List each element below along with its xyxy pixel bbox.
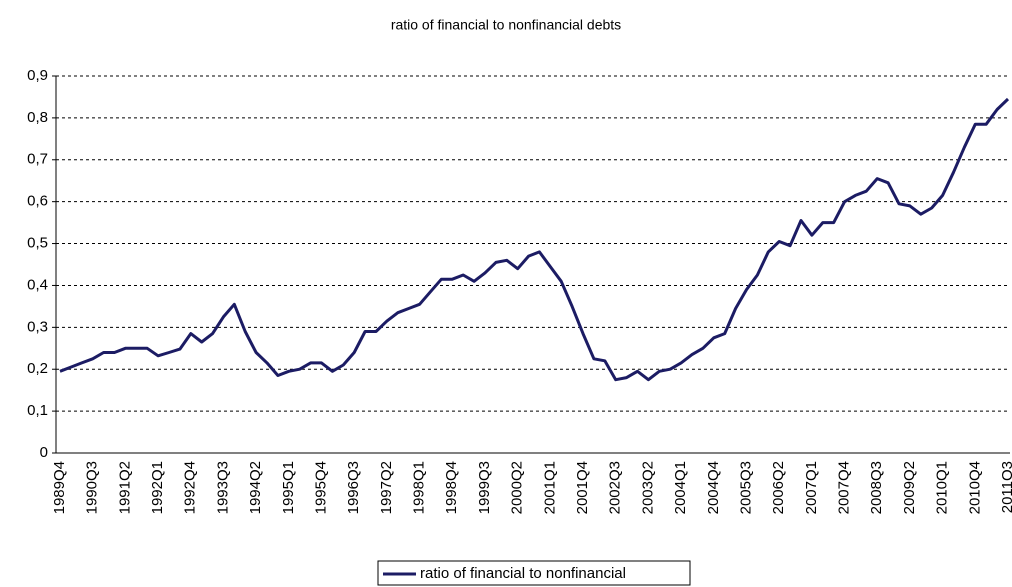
x-tick-label: 1992Q1 [149, 461, 166, 514]
x-tick-label: 2004Q4 [705, 461, 722, 514]
x-tick-label: 1993Q3 [214, 461, 231, 514]
y-tick-label: 0,3 [27, 318, 48, 335]
x-tick-label: 1997Q2 [378, 461, 395, 514]
x-tick-label: 1995Q4 [312, 461, 329, 514]
y-tick-label: 0,5 [27, 235, 48, 252]
y-tick-label: 0 [40, 444, 48, 461]
y-tick-label: 0,9 [27, 67, 48, 84]
y-tick-label: 0,2 [27, 360, 48, 377]
data-line [59, 97, 1010, 382]
y-tick-label: 0,6 [27, 193, 48, 210]
x-tick-label: 2010Q1 [934, 461, 951, 514]
x-tick-label: 1996Q3 [345, 461, 362, 514]
x-tick-label: 2003Q2 [639, 461, 656, 514]
x-tick-label: 2008Q3 [868, 461, 885, 514]
legend-label: ratio of financial to nonfinancial [420, 565, 626, 582]
x-tick-label: 1998Q4 [443, 461, 460, 514]
x-tick-label: 1999Q3 [476, 461, 493, 514]
x-tick-label: 1998Q1 [411, 461, 428, 514]
x-tick-label: 2011Q3 [999, 461, 1012, 513]
x-tick-label: 2009Q2 [901, 461, 918, 514]
x-tick-label: 1995Q1 [280, 461, 297, 514]
x-tick-label: 2001Q1 [541, 461, 558, 514]
x-tick-label: 2001Q4 [574, 461, 591, 514]
x-tick-label: 1992Q4 [182, 461, 199, 514]
x-tick-label: 1989Q4 [51, 461, 68, 514]
x-tick-label: 1990Q3 [84, 461, 101, 514]
x-tick-label: 2000Q2 [509, 461, 526, 514]
chart-title: ratio of financial to nonfinancial debts [391, 17, 621, 33]
x-tick-label: 2002Q3 [607, 461, 624, 514]
y-tick-label: 0,1 [27, 402, 48, 419]
x-tick-label: 1991Q2 [116, 461, 133, 514]
x-tick-label: 2005Q3 [737, 461, 754, 514]
y-tick-label: 0,7 [27, 151, 48, 168]
y-tick-label: 0,4 [27, 276, 48, 293]
x-tick-label: 2007Q1 [803, 461, 820, 514]
x-tick-label: 2006Q2 [770, 461, 787, 514]
x-tick-label: 1994Q2 [247, 461, 264, 514]
x-tick-label: 2010Q4 [966, 461, 983, 514]
legend: ratio of financial to nonfinancial [377, 560, 691, 586]
y-tick-label: 0,8 [27, 109, 48, 126]
x-tick-label: 2007Q4 [836, 461, 853, 514]
x-tick-label: 2004Q1 [672, 461, 689, 514]
legend-box [377, 560, 691, 586]
